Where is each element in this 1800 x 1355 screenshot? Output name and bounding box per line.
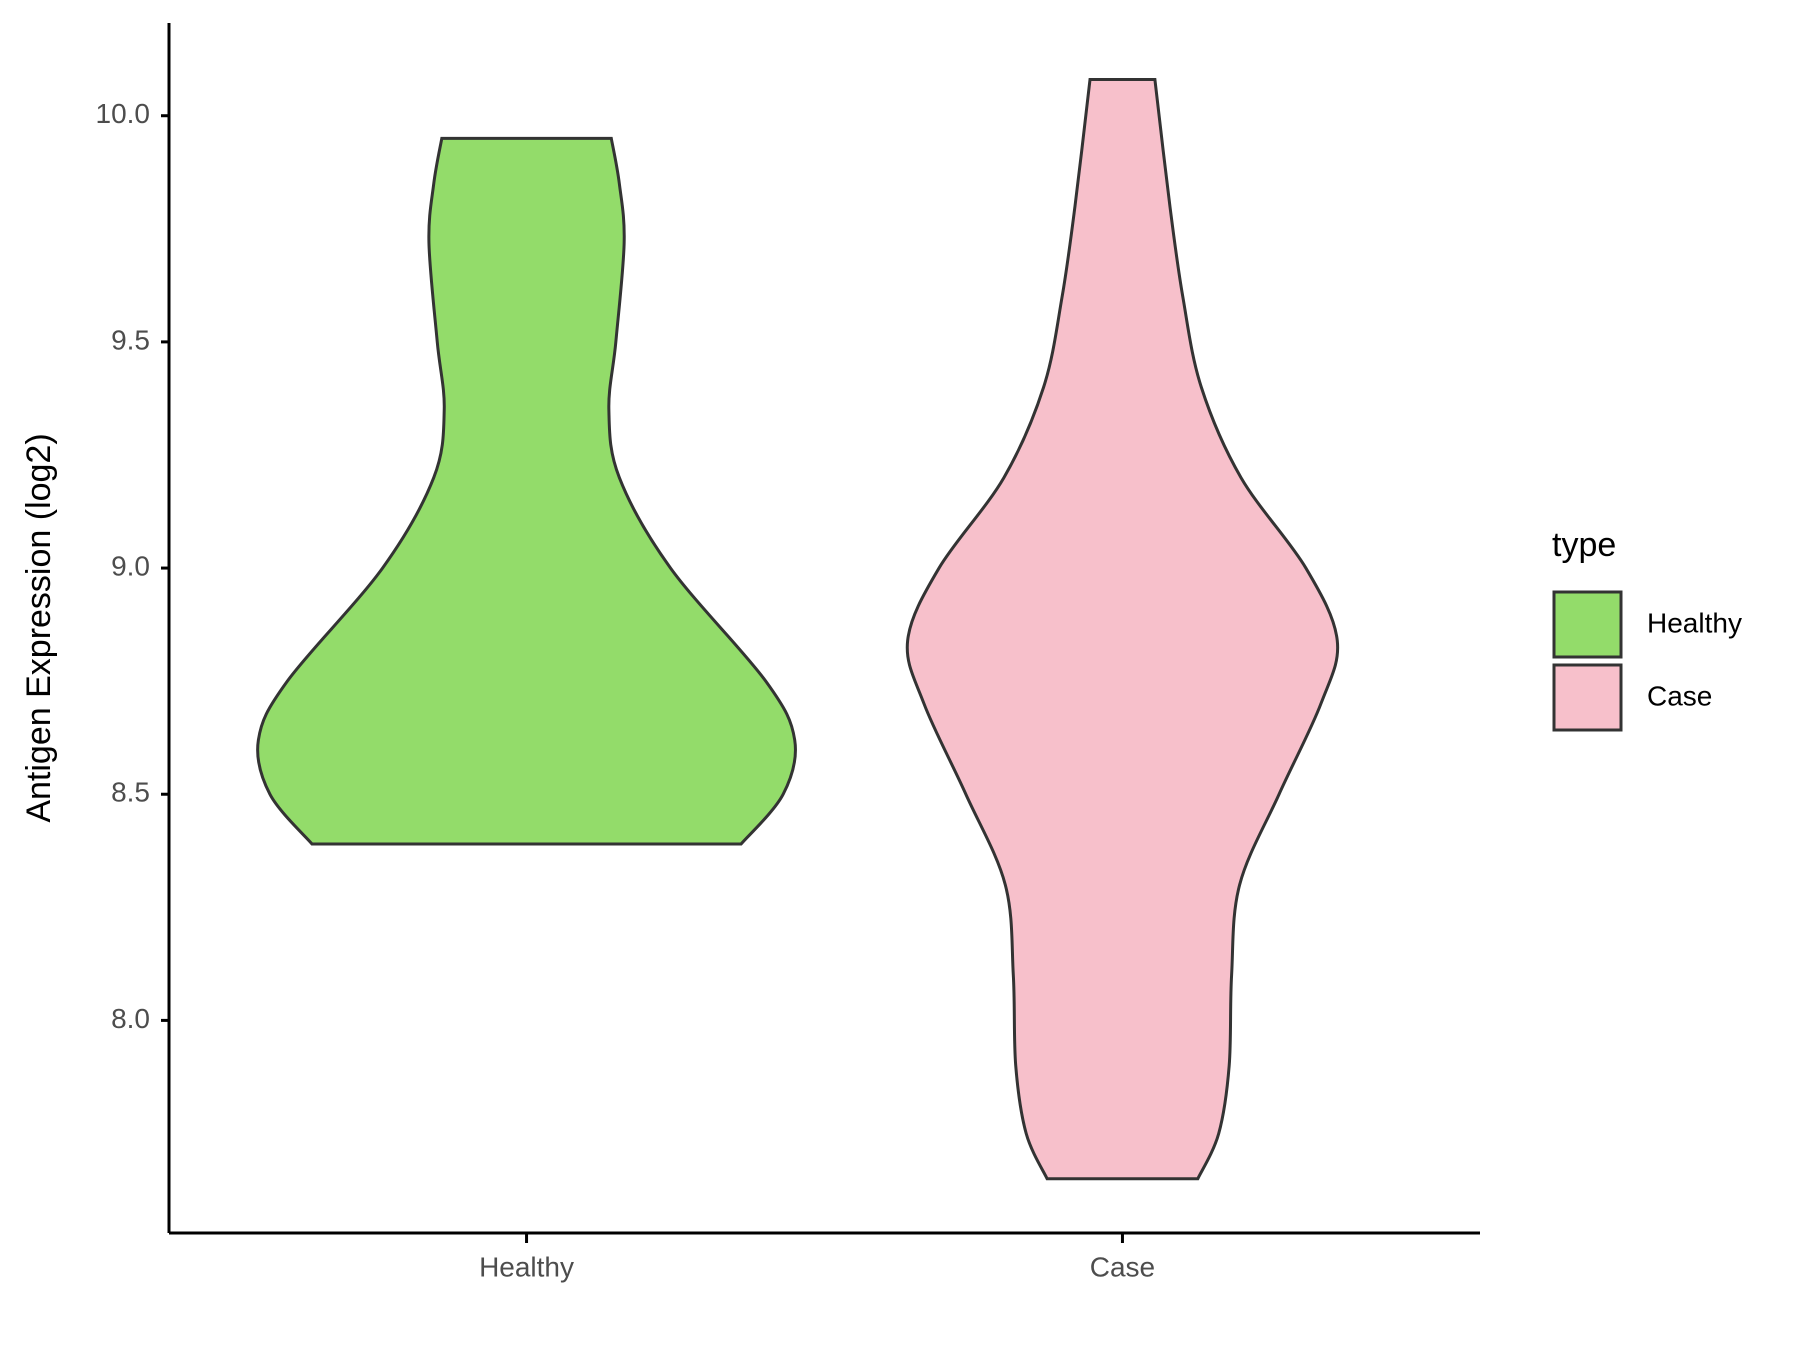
legend-key (1552, 590, 1623, 659)
y-tick-label: 9.5 (111, 324, 150, 355)
x-tick-label: Case (1090, 1251, 1155, 1282)
x-tick-label: Healthy (479, 1251, 574, 1282)
legend-key (1552, 663, 1623, 732)
violin (256, 136, 797, 846)
y-axis-title: Antigen Expression (log2) (20, 433, 58, 822)
y-tick-label: 8.5 (111, 777, 150, 808)
y-tick-label: 10.0 (96, 98, 151, 129)
y-tick-label: 8.0 (111, 1003, 150, 1034)
violin (905, 78, 1340, 1181)
legend-label: Healthy (1647, 607, 1742, 638)
legend-label: Case (1647, 680, 1712, 711)
y-tick-label: 9.0 (111, 550, 150, 581)
legend-title: type (1552, 526, 1616, 564)
